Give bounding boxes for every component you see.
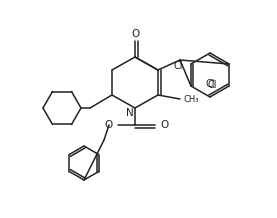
Text: N: N [126, 108, 134, 118]
Text: Cl: Cl [207, 80, 217, 90]
Text: Cl: Cl [205, 79, 215, 89]
Text: O: O [105, 120, 113, 130]
Text: O: O [132, 29, 140, 39]
Text: Cl: Cl [173, 61, 183, 71]
Text: O: O [160, 120, 168, 130]
Text: CH₃: CH₃ [183, 94, 199, 104]
